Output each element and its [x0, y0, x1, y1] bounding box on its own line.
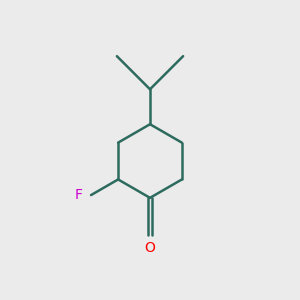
Text: F: F [75, 188, 83, 202]
Text: O: O [145, 241, 155, 255]
